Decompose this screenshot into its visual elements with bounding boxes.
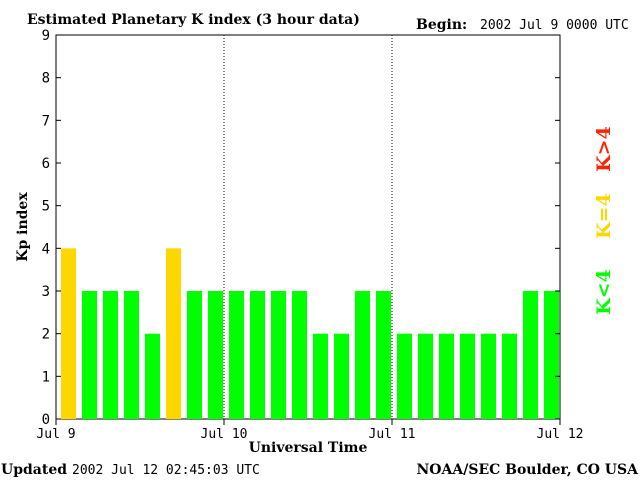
x-tick-label-0: Jul 9 (36, 427, 75, 442)
bar-20 (481, 333, 496, 419)
plot-area (55, 34, 561, 420)
y-tick-label-1: 1 (42, 369, 50, 385)
bar-19 (460, 333, 475, 419)
bars (61, 248, 559, 419)
bar-12 (313, 333, 328, 419)
chart-title: Estimated Planetary K index (3 hour data… (27, 12, 360, 28)
bar-23 (544, 291, 559, 419)
y-tick-label-2: 2 (42, 327, 50, 343)
bar-5 (166, 248, 181, 419)
y-tick-label-3: 3 (42, 284, 50, 300)
y-tick-label-4: 4 (42, 241, 50, 257)
bar-8 (229, 291, 244, 419)
y-tick-label-6: 6 (42, 156, 50, 172)
bar-1 (82, 291, 97, 419)
bar-2 (103, 291, 118, 419)
bar-0 (61, 248, 76, 419)
bar-9 (250, 291, 265, 419)
bar-16 (397, 333, 412, 419)
y-tick-label-5: 5 (42, 199, 50, 215)
begin-label: Begin: (416, 17, 467, 33)
legend-k-equal-4: K=4 (593, 193, 615, 239)
bar-21 (502, 333, 517, 419)
updated-value: 2002 Jul 12 02:45:03 UTC (72, 463, 260, 478)
source-credit: NOAA/SEC Boulder, CO USA (417, 462, 640, 478)
bar-13 (334, 333, 349, 419)
legend-k-below-4: K<4 (593, 269, 615, 315)
legend-k-above-4: K>4 (593, 126, 615, 172)
y-axis-label: Kp index (15, 192, 31, 262)
day-dividers (223, 35, 393, 419)
bar-11 (292, 291, 307, 419)
bar-22 (523, 291, 538, 419)
y-axis: 0 1 2 3 4 5 6 7 8 9 (42, 28, 560, 428)
y-tick-label-9: 9 (42, 28, 50, 44)
bar-18 (439, 333, 454, 419)
y-tick-label-7: 7 (42, 113, 50, 129)
x-tick-label-3: Jul 12 (537, 427, 584, 442)
y-tick-label-0: 0 (42, 412, 50, 428)
bar-17 (418, 333, 433, 419)
bar-4 (145, 333, 160, 419)
x-axis: Jul 9 Jul 10 Jul 11 Jul 12 (36, 419, 583, 442)
bar-6 (187, 291, 202, 419)
bar-14 (355, 291, 370, 419)
updated-label: Updated (1, 462, 67, 478)
bar-3 (124, 291, 139, 419)
bar-7 (208, 291, 223, 419)
x-tick-label-1: Jul 10 (201, 427, 248, 442)
x-tick-label-2: Jul 11 (369, 427, 416, 442)
begin-value: 2002 Jul 9 0000 UTC (480, 18, 629, 33)
x-axis-label: Universal Time (249, 440, 368, 456)
bar-15 (376, 291, 391, 419)
bar-10 (271, 291, 286, 419)
y-tick-label-8: 8 (42, 71, 50, 87)
